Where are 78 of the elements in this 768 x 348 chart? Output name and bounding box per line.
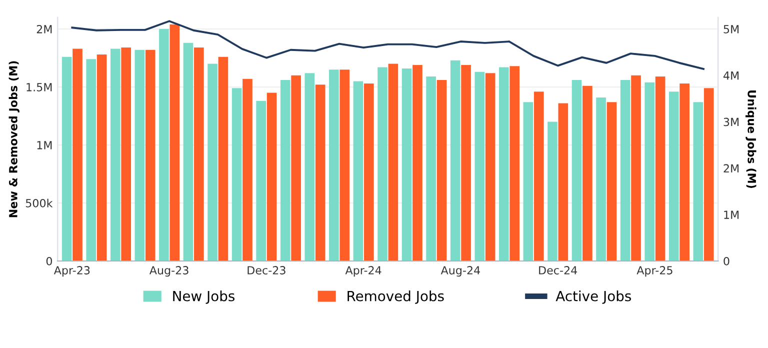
bar [242,78,252,261]
bar [364,84,374,261]
y2-tick-label: 4M [723,72,739,80]
legend-label: Active Jobs [556,290,631,304]
bar [474,72,485,261]
y-tick-label: 1M [37,141,52,150]
bar [644,82,655,261]
x-tick-label: Aug-23 [149,266,188,277]
y-tick-label: 2M [36,24,52,34]
bar [353,81,364,261]
bar [72,48,82,261]
line-series [71,20,704,70]
bar [510,66,520,261]
y2-tick-label: 1M [724,210,739,219]
y2-axis-title: Unique Jobs (M) [746,90,756,188]
bar [704,88,714,261]
y-tick-label: 0 [46,256,52,266]
bar [388,64,398,261]
bar [291,75,301,261]
bar [572,80,582,261]
y-axis-title: New & Removed Jobs (M) [8,61,20,218]
bar [280,80,290,261]
bar [256,100,266,261]
bar [461,64,471,261]
bar [62,56,72,261]
bar [498,67,509,261]
bar [620,80,630,261]
x-tick-label: Dec-23 [248,266,286,274]
bar [668,92,679,261]
x-tick-label: Dec-24 [539,266,578,274]
bar [631,75,641,261]
bar [329,70,339,261]
bar [340,70,350,261]
x-tick-label: Apr-23 [54,266,90,277]
bar [134,50,145,261]
bar [266,92,277,261]
legend-label: New Jobs [173,290,234,304]
legend-label: Removed Jobs [348,290,444,304]
bar [680,84,690,261]
x-tick-label: Apr-25 [636,266,672,277]
bar [548,122,558,261]
bar [194,48,204,261]
y2-tick-label: 3M [724,118,739,126]
bar [450,60,460,261]
bar [208,64,218,261]
bar [378,67,388,261]
bar [145,50,156,261]
bar [86,59,96,261]
bar [170,24,180,261]
bar [304,73,315,261]
bar [485,73,496,261]
x-tick-label: Aug-24 [440,266,480,277]
bar [159,29,169,261]
bar [606,102,617,261]
bar [96,54,107,261]
bar [402,68,412,261]
bar [436,80,447,261]
y2-tick-label: 5M [724,25,739,34]
y2-tick-label: 2M [724,164,739,172]
bar [218,56,228,261]
y2-tick-label: 0 [724,256,730,266]
x-tick-label: Apr-24 [345,266,382,277]
bar [523,102,534,261]
bar [596,97,606,261]
bar [183,42,194,261]
bar [655,76,666,261]
bar [121,48,131,261]
y-tick-label: 1.5M [26,83,52,92]
bar [110,48,120,261]
bar [232,88,242,261]
bar [534,92,544,261]
bar [558,103,568,261]
bar [582,86,592,261]
bar [412,64,422,261]
bar [315,84,326,261]
bar [426,76,436,261]
bar [693,102,704,261]
y-tick-label: 500k [26,198,53,208]
